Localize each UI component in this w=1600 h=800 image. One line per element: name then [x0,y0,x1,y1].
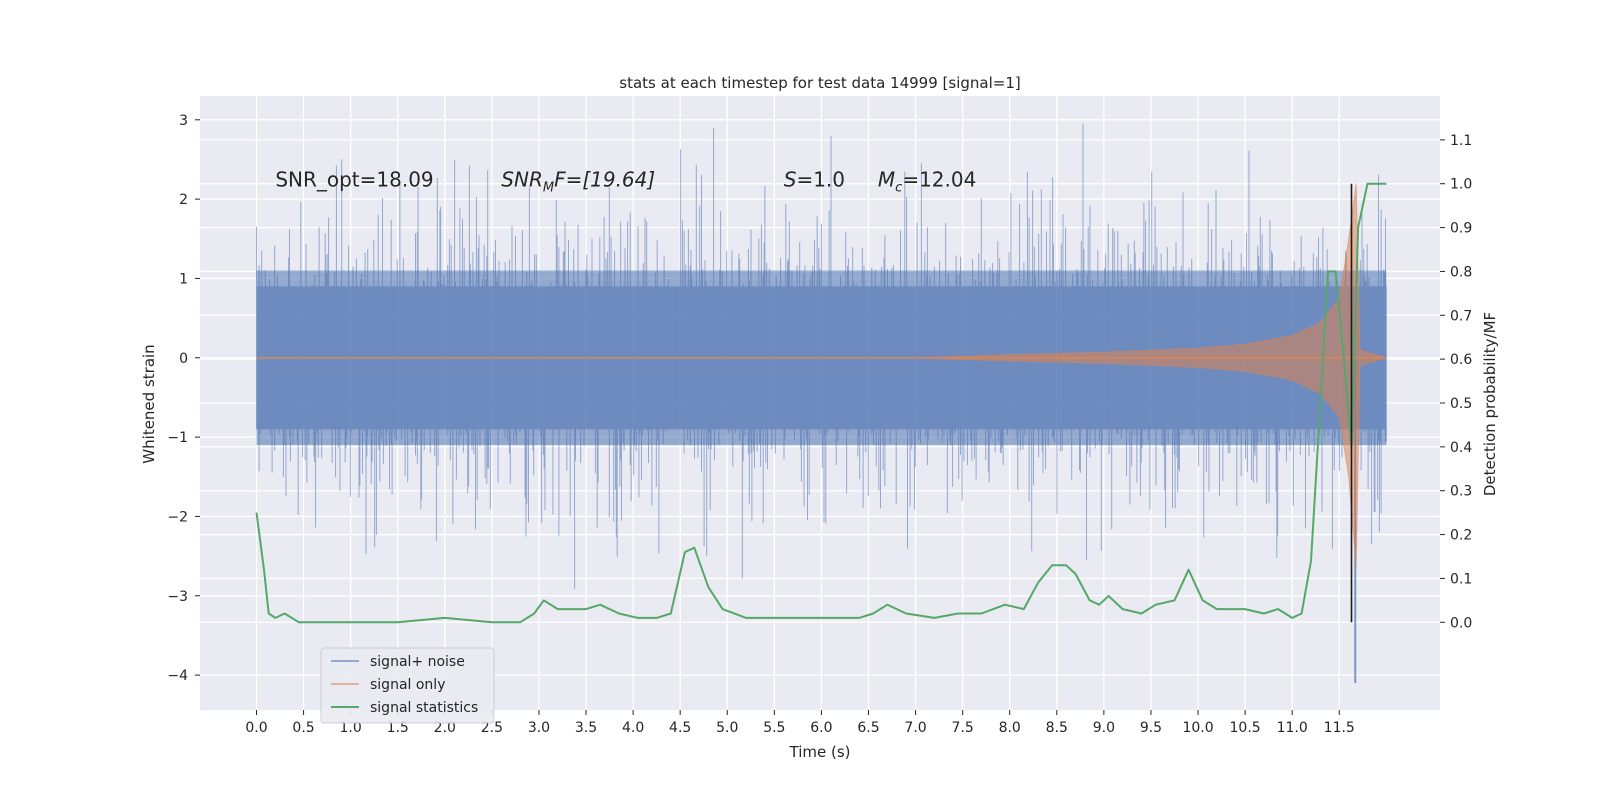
legend-label-signal-only: signal only [370,677,445,693]
y-right-tick-label: 1.1 [1450,133,1472,149]
series-signal-statistics [255,182,1387,624]
annotation: Mc=12.04 [878,167,976,195]
x-tick-label: 7.0 [904,720,926,736]
x-tick-label: 8.0 [999,720,1021,736]
annotation: SNR_opt=18.09 [275,167,433,191]
y-right-tick-label: 0.7 [1450,308,1472,324]
y-right-tick-label: 0.0 [1450,615,1472,631]
y-left-tick-label: −3 [167,589,188,605]
y-right-tick-label: 1.0 [1450,177,1472,193]
x-tick-label: 9.0 [1093,720,1115,736]
x-tick-label: 5.0 [716,720,738,736]
y-right-tick-label: 0.2 [1450,528,1472,544]
y-right-tick-label: 0.5 [1450,396,1472,412]
legend: signal+ noise signal only signal statist… [320,647,495,724]
legend-box [320,647,495,724]
y-left-tick-label: −4 [167,668,188,684]
y-right-axis-ticks: 1.1 1.0 0.9 0.8 0.7 0.6 0.5 0.4 0.3 0.2 0.1 0.0 [1440,133,1472,631]
chart-title: stats at each timestep for test data 149… [619,74,1020,92]
y-right-axis-label: Detection probability/MF [1481,312,1499,496]
y-left-axis-label: Whitened strain [140,344,158,463]
x-tick-label: 3.5 [575,720,597,736]
y-left-axis-ticks: 3 2 1 0 −1 −2 −3 −4 [167,113,200,684]
x-tick-label: 4.5 [669,720,691,736]
y-left-tick-label: 0 [179,351,188,367]
x-tick-label: 5.5 [763,720,785,736]
statistics-line [255,182,1387,624]
x-tick-label: 11.0 [1277,720,1308,736]
x-axis-label: Time (s) [789,743,851,761]
x-tick-label: 8.5 [1046,720,1068,736]
annotations: SNR_opt=18.09 SNRMF=[19.64] S=1.0 Mc=12.04 [275,167,976,195]
y-left-tick-label: 3 [179,113,188,129]
x-tick-label: 9.5 [1140,720,1162,736]
y-right-tick-label: 0.6 [1450,352,1472,368]
x-tick-label: 2.0 [434,720,456,736]
y-right-tick-label: 0.1 [1450,571,1472,587]
x-tick-label: 4.0 [622,720,644,736]
x-tick-label: 10.5 [1230,720,1261,736]
x-tick-label: 0.0 [245,720,267,736]
y-left-tick-label: 1 [179,271,188,287]
x-tick-label: 6.5 [857,720,879,736]
legend-label-signal-noise: signal+ noise [370,654,465,670]
y-right-tick-label: 0.4 [1450,440,1472,456]
x-tick-label: 3.0 [528,720,550,736]
x-axis-ticks: 0.0 0.5 1.0 1.5 2.0 2.5 3.0 3.5 4.0 4.5 5.0 5.5 6.0 6… [245,710,1355,736]
y-left-tick-label: −2 [167,509,188,525]
y-left-tick-label: −1 [167,430,188,446]
annotation: SNRMF=[19.64] [501,167,655,195]
series-signal-only [256,183,1388,568]
x-tick-label: 10.0 [1182,720,1213,736]
x-tick-label: 6.0 [810,720,832,736]
x-tick-label: 2.5 [481,720,503,736]
x-tick-label: 7.5 [952,720,974,736]
x-tick-label: 11.5 [1324,720,1355,736]
x-tick-label: 0.5 [292,720,314,736]
legend-label-signal-statistics: signal statistics [370,700,478,716]
x-tick-label: 1.0 [340,720,362,736]
annotation: S=1.0 [784,167,845,191]
x-tick-label: 1.5 [387,720,409,736]
y-right-tick-label: 0.3 [1450,484,1472,500]
y-left-tick-label: 2 [179,192,188,208]
y-right-tick-label: 0.9 [1450,221,1472,237]
y-right-tick-label: 0.8 [1450,264,1472,280]
